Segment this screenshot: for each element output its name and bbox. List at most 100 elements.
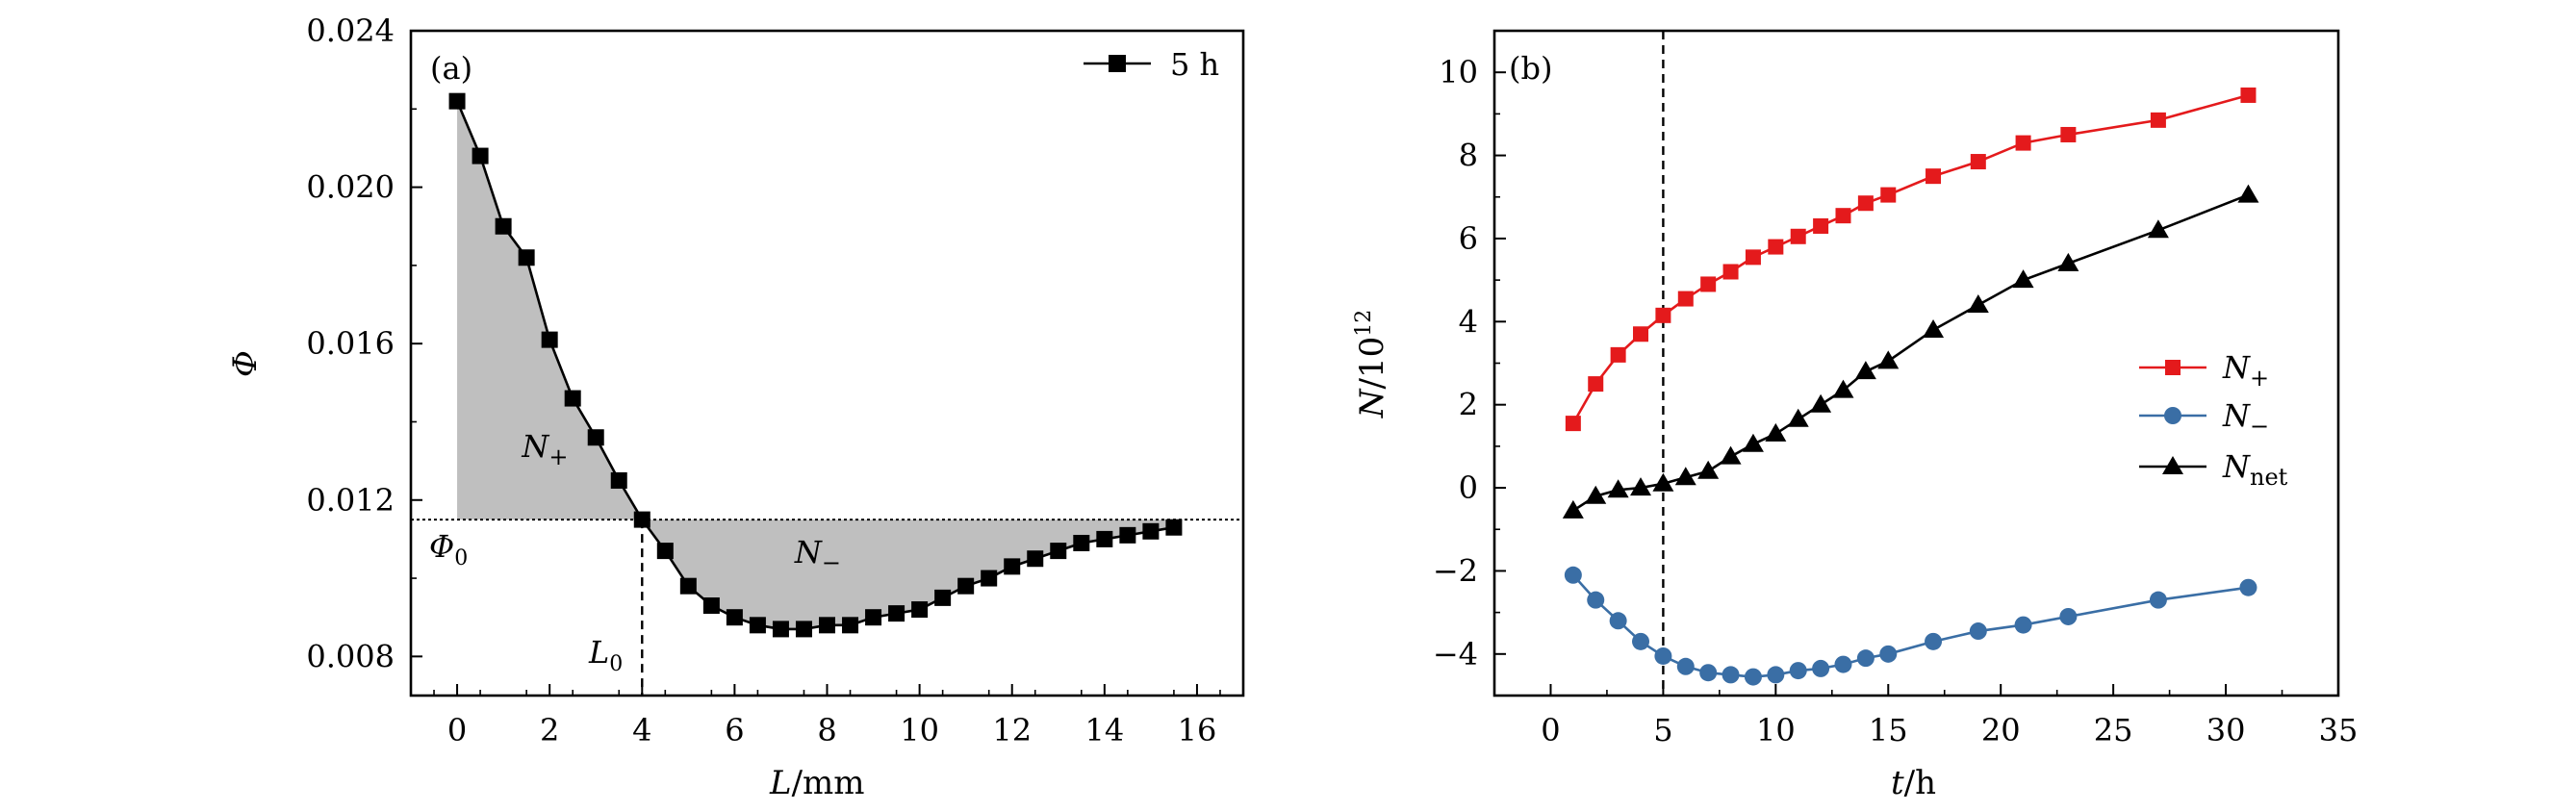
- x-tick-label: 2: [540, 712, 559, 748]
- x-tick-label: 15: [1869, 712, 1908, 748]
- series-line-n-net: [1573, 195, 2249, 511]
- data-point-n-net: [1697, 461, 1719, 479]
- data-point-square: [657, 543, 674, 559]
- x-tick-label: 16: [1178, 712, 1217, 748]
- x-tick-label: 0: [1541, 712, 1560, 748]
- data-point-n-net: [1832, 380, 1853, 398]
- legend-marker-n-minus-icon: [2164, 407, 2181, 424]
- data-point-n-net: [2148, 219, 2169, 238]
- x-tick-label: 4: [632, 712, 651, 748]
- data-point-n-net: [1855, 361, 1876, 379]
- x-tick-label: 25: [2094, 712, 2133, 748]
- data-point-square: [750, 617, 766, 633]
- data-point-n-plus: [1746, 249, 1761, 265]
- data-point-square: [911, 601, 928, 618]
- data-point-n-plus: [1926, 168, 1941, 184]
- data-point-square: [565, 391, 581, 407]
- data-point-n-net: [1923, 319, 1944, 338]
- data-point-n-plus: [1678, 291, 1694, 307]
- data-point-n-net: [1721, 446, 1742, 465]
- data-point-n-minus: [1767, 666, 1784, 683]
- data-point-n-plus: [1791, 229, 1806, 244]
- data-point-n-plus: [1655, 308, 1671, 323]
- data-point-square: [611, 472, 627, 489]
- data-point-n-plus: [1768, 240, 1783, 255]
- data-point-n-net: [1788, 409, 1809, 427]
- data-point-n-plus: [1813, 218, 1828, 234]
- data-point-n-minus: [1834, 656, 1851, 673]
- data-point-square: [449, 93, 466, 110]
- data-point-n-minus: [1699, 664, 1717, 681]
- data-point-n-plus: [1611, 347, 1626, 363]
- legend-label-5h: 5 h: [1170, 46, 1219, 83]
- data-point-square: [888, 605, 905, 621]
- data-point-square: [1142, 523, 1159, 540]
- data-point-square: [1027, 550, 1043, 567]
- data-point-n-minus: [1879, 646, 1897, 663]
- y-tick-label: 0: [1459, 469, 1478, 506]
- panel-b-frame: [1494, 31, 2338, 696]
- y-tick-label: 2: [1459, 387, 1478, 423]
- y-tick-label: 0.016: [306, 325, 395, 362]
- data-point-square: [542, 332, 558, 348]
- data-point-square: [1165, 520, 1182, 536]
- legend-square-marker-icon: [1109, 55, 1126, 72]
- data-point-square: [773, 621, 789, 637]
- panel-a-legend: 5 h: [1084, 46, 1219, 83]
- figure: 0 2 4 6 8 10 12 14 160.0080.0120.0160.0200.024 (…: [0, 0, 2576, 811]
- data-point-n-minus: [1677, 658, 1695, 675]
- data-point-n-minus: [1925, 633, 1942, 650]
- data-point-square: [1119, 527, 1135, 544]
- data-point-n-minus: [1722, 666, 1740, 683]
- data-point-square: [680, 578, 697, 595]
- x-tick-label: 30: [2206, 712, 2246, 748]
- data-point-square: [519, 249, 535, 266]
- data-point-square: [842, 617, 858, 633]
- data-point-n-net: [2237, 185, 2258, 203]
- legend-marker-n-net-icon: [2162, 456, 2183, 474]
- data-point-n-net: [1810, 394, 1831, 413]
- data-point-n-plus: [1835, 208, 1850, 223]
- data-point-n-minus: [1745, 669, 1762, 686]
- data-point-square: [934, 590, 951, 606]
- x-tick-label: 35: [2319, 712, 2359, 748]
- panel-a-xlabel: L/mm: [769, 764, 865, 802]
- data-point-n-minus: [2059, 608, 2077, 625]
- x-tick-label: 10: [1756, 712, 1796, 748]
- data-point-n-minus: [1610, 612, 1627, 629]
- data-point-n-plus: [1700, 276, 1716, 291]
- data-point-n-plus: [2151, 113, 2166, 128]
- legend-label-n-net: Nnet: [2222, 448, 2288, 491]
- l0-label: L0: [588, 634, 623, 676]
- data-point-square: [981, 570, 997, 587]
- data-point-square: [796, 621, 812, 637]
- legend-label-n-minus: N−: [2222, 397, 2269, 440]
- data-point-square: [727, 609, 743, 625]
- data-point-n-minus: [1857, 649, 1875, 667]
- y-tick-label: 0.024: [306, 13, 395, 49]
- data-point-n-minus: [2239, 579, 2257, 596]
- data-point-square: [588, 429, 604, 445]
- data-point-n-plus: [2016, 136, 2031, 151]
- data-point-square: [865, 609, 881, 625]
- y-tick-label: −4: [1433, 636, 1478, 672]
- x-tick-label: 5: [1653, 712, 1672, 748]
- x-tick-label: 20: [1981, 712, 2021, 748]
- data-point-square: [1004, 558, 1020, 574]
- data-point-n-plus: [2060, 127, 2076, 142]
- y-tick-label: 0.020: [306, 169, 395, 206]
- panel-b-label: (b): [1509, 50, 1552, 87]
- data-point-square: [496, 218, 512, 235]
- data-point-n-minus: [1970, 622, 1987, 640]
- panel-b-xlabel: t/h: [1891, 764, 1936, 802]
- y-tick-label: 6: [1459, 220, 1478, 257]
- data-point-square: [1073, 535, 1089, 551]
- data-point-n-plus: [2240, 88, 2256, 103]
- x-tick-label: 10: [900, 712, 939, 748]
- data-point-n-plus: [1566, 416, 1581, 431]
- x-tick-label: 8: [817, 712, 836, 748]
- y-tick-label: 10: [1439, 54, 1478, 90]
- series-line-n-plus: [1573, 95, 2249, 423]
- data-point-n-net: [1563, 500, 1584, 519]
- data-point-n-plus: [1880, 188, 1896, 203]
